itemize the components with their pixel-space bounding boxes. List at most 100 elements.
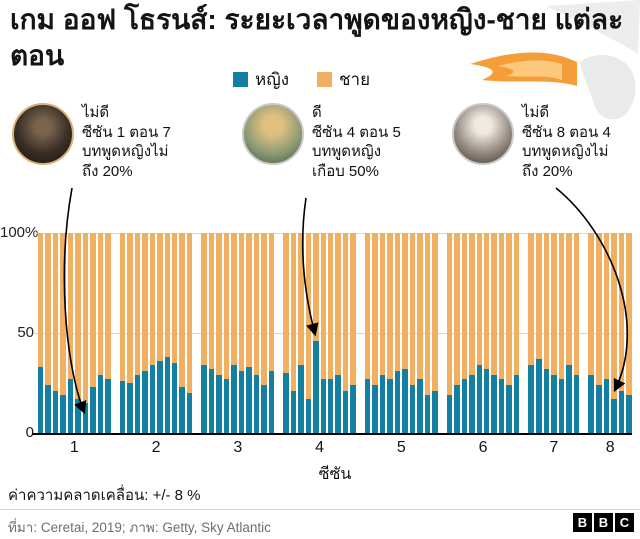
episode-bar — [350, 233, 356, 433]
female-segment — [342, 391, 349, 433]
chart-legend: หญิง ชาย — [233, 66, 370, 93]
episode-bar — [417, 233, 423, 433]
male-segment — [364, 233, 371, 379]
male-segment — [149, 233, 156, 365]
female-segment — [157, 361, 163, 433]
female-segment — [305, 399, 312, 433]
annotation-season4: ดี ซีซัน 4 ตอน 5 บทพูดหญิง เกือบ 50% — [242, 103, 401, 181]
male-segment — [45, 233, 51, 385]
female-segment — [446, 395, 453, 433]
plot-area: 1 2 3 4 5 6 7 8 — [38, 233, 632, 459]
season-tick-label: 7 — [549, 439, 559, 456]
episode-bar — [82, 233, 89, 433]
female-segment — [394, 371, 401, 433]
episode-bar — [38, 233, 44, 433]
male-segment — [216, 233, 222, 375]
male-swatch-icon — [317, 72, 332, 87]
male-segment — [417, 233, 423, 379]
episode-bar — [558, 233, 565, 433]
episode-bar — [335, 233, 341, 433]
male-segment — [283, 233, 289, 373]
episode-bar — [223, 233, 230, 433]
season-bars — [283, 233, 356, 433]
annotation-text: ไม่ดี ซีซัน 1 ตอน 7 บทพูดหญิงไม่ ถึง 20% — [82, 103, 171, 181]
female-segment — [75, 399, 81, 433]
female-segment — [432, 391, 438, 433]
episode-bar — [320, 233, 327, 433]
female-segment — [551, 375, 557, 433]
season-bars — [119, 233, 193, 433]
season-tick-label: 4 — [315, 439, 325, 456]
female-segment — [328, 379, 334, 433]
episode-bar — [364, 233, 371, 433]
male-segment — [484, 233, 490, 369]
male-segment — [469, 233, 475, 375]
legend-female-label: หญิง — [255, 70, 289, 89]
annotation-line: ถึง 20% — [82, 162, 133, 180]
episode-bar — [573, 233, 580, 433]
episode-bar — [201, 233, 207, 433]
female-segment — [476, 365, 483, 433]
episode-bar — [164, 233, 171, 433]
episode-bar — [313, 233, 319, 433]
season-bars — [201, 233, 275, 433]
season-group: 5 — [364, 233, 438, 459]
male-segment — [603, 233, 610, 379]
female-segment — [618, 391, 625, 433]
female-segment — [335, 375, 341, 433]
female-segment — [290, 391, 297, 433]
annotation-season1: ไม่ดี ซีซัน 1 ตอน 7 บทพูดหญิงไม่ ถึง 20% — [12, 103, 171, 181]
season-group: 4 — [283, 233, 356, 459]
male-segment — [513, 233, 520, 375]
male-segment — [551, 233, 557, 375]
male-segment — [543, 233, 550, 369]
male-segment — [432, 233, 438, 391]
season-tick-label: 5 — [396, 439, 406, 456]
episode-bar — [535, 233, 542, 433]
y-tick-0: 0 — [25, 424, 34, 441]
season-group: 1 — [38, 233, 111, 459]
female-segment — [558, 379, 565, 433]
male-segment — [38, 233, 44, 367]
season-group: 2 — [119, 233, 193, 459]
annotation-line: ไม่ดี — [522, 104, 550, 121]
bbc-logo-block: B — [573, 513, 592, 532]
male-segment — [535, 233, 542, 359]
female-segment — [60, 395, 66, 433]
episode-bar — [566, 233, 572, 433]
episode-bar — [290, 233, 297, 433]
female-segment — [573, 375, 580, 433]
season-bars — [364, 233, 438, 433]
male-segment — [75, 233, 81, 399]
season-tick-label: 6 — [478, 439, 488, 456]
female-segment — [216, 375, 222, 433]
female-segment — [253, 375, 260, 433]
episode-bar — [484, 233, 490, 433]
episode-bar — [454, 233, 460, 433]
episode-bar — [461, 233, 468, 433]
female-segment — [172, 363, 178, 433]
bbc-logo: B B C — [573, 513, 634, 532]
episode-bar — [424, 233, 431, 433]
male-segment — [446, 233, 453, 395]
bbc-logo-block: B — [594, 513, 613, 532]
x-axis-line — [32, 433, 632, 435]
female-segment — [231, 365, 237, 433]
episode-bar — [261, 233, 267, 433]
y-tick-50: 50 — [17, 324, 34, 341]
episode-bar — [626, 233, 632, 433]
female-segment — [387, 379, 393, 433]
episode-bar — [476, 233, 483, 433]
episode-bar — [305, 233, 312, 433]
male-segment — [52, 233, 59, 391]
female-segment — [179, 387, 185, 433]
season-tick-label: 1 — [69, 439, 79, 456]
male-segment — [179, 233, 185, 387]
avatar-jon-snow — [12, 103, 74, 165]
annotation-line: บทพูดหญิงไม่ — [82, 143, 169, 160]
episode-bar — [67, 233, 74, 433]
episode-bar — [142, 233, 148, 433]
male-segment — [134, 233, 141, 375]
annotation-season8: ไม่ดี ซีซัน 8 ตอน 4 บทพูดหญิงไม่ ถึง 20% — [452, 103, 611, 181]
female-segment — [201, 365, 207, 433]
